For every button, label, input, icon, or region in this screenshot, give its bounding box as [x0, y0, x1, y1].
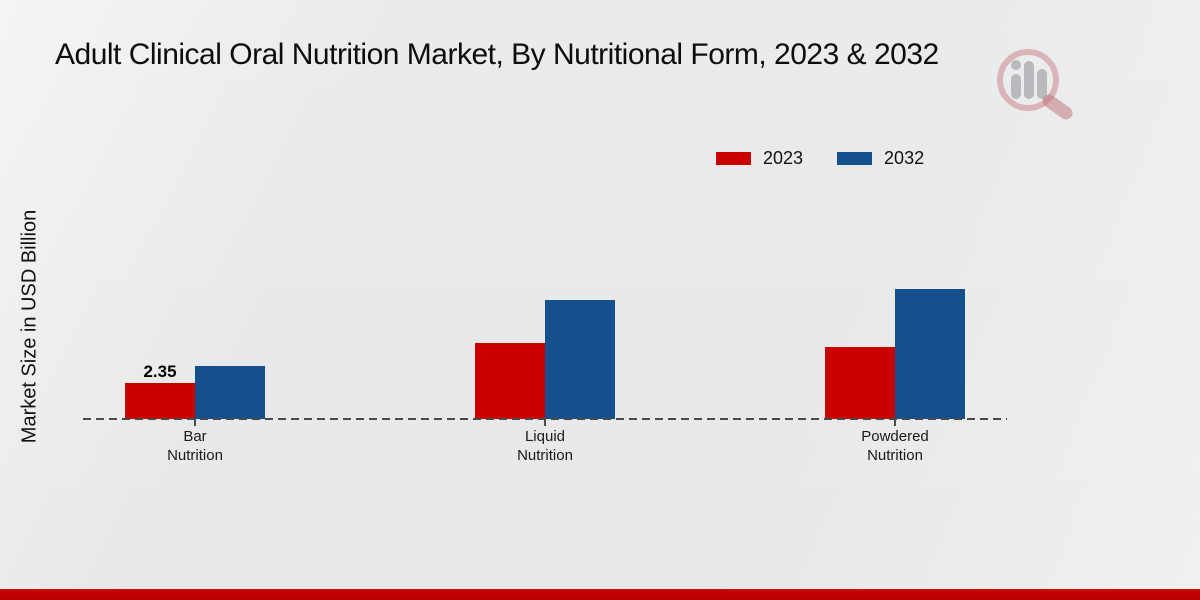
x-axis-tick	[544, 419, 546, 426]
footer-ribbon	[0, 589, 1200, 600]
magnifier-bar-chart-logo-icon	[997, 49, 1073, 120]
x-axis-tick	[194, 419, 196, 426]
category-label-bar-nutrition: Bar Nutrition	[167, 428, 223, 464]
category-label-liquid-nutrition: Liquid Nutrition	[517, 428, 573, 464]
bar-2023-bar-nutrition	[125, 383, 195, 419]
x-axis-tick	[894, 419, 896, 426]
legend-label-2023: 2023	[763, 148, 804, 168]
legend: 2023 2032	[716, 148, 924, 169]
bar-2032-liquid-nutrition	[545, 300, 615, 419]
bar-value-label: 2.35	[143, 362, 177, 381]
legend-item-2023: 2023	[716, 148, 803, 169]
legend-swatch-2023-icon	[716, 152, 751, 165]
category-label-powdered-nutrition: Powdered Nutrition	[861, 428, 929, 464]
legend-label-2032: 2032	[884, 148, 925, 168]
bar-2032-bar-nutrition	[195, 366, 265, 419]
legend-swatch-2032-icon	[837, 152, 873, 165]
bar-2023-powdered-nutrition	[825, 347, 895, 419]
chart-title: Adult Clinical Oral Nutrition Market, By…	[55, 38, 939, 71]
legend-item-2032: 2032	[837, 148, 924, 169]
bar-2023-liquid-nutrition	[475, 343, 545, 419]
bar-2032-powdered-nutrition	[895, 289, 965, 419]
